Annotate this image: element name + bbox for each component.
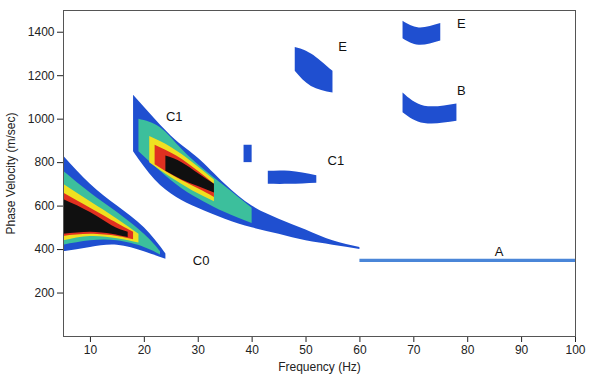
svg-text:E: E xyxy=(338,39,347,54)
svg-text:100: 100 xyxy=(565,343,585,357)
svg-text:10: 10 xyxy=(84,343,98,357)
svg-text:Phase Velocity (m/sec): Phase Velocity (m/sec) xyxy=(4,112,18,234)
svg-text:Frequency (Hz): Frequency (Hz) xyxy=(278,360,361,374)
svg-text:80: 80 xyxy=(461,343,475,357)
svg-text:40: 40 xyxy=(245,343,259,357)
svg-text:1400: 1400 xyxy=(28,25,55,39)
svg-text:200: 200 xyxy=(34,286,54,300)
svg-text:600: 600 xyxy=(34,199,54,213)
svg-text:C1: C1 xyxy=(328,153,345,168)
svg-text:20: 20 xyxy=(138,343,152,357)
svg-text:90: 90 xyxy=(515,343,529,357)
svg-text:1000: 1000 xyxy=(28,112,55,126)
svg-text:70: 70 xyxy=(407,343,421,357)
svg-text:A: A xyxy=(495,244,504,259)
svg-text:C0: C0 xyxy=(193,253,210,268)
svg-text:1200: 1200 xyxy=(28,69,55,83)
svg-text:800: 800 xyxy=(34,155,54,169)
svg-text:60: 60 xyxy=(353,343,367,357)
svg-text:50: 50 xyxy=(299,343,313,357)
svg-text:E: E xyxy=(457,16,466,31)
svg-text:B: B xyxy=(457,83,466,98)
svg-text:400: 400 xyxy=(34,242,54,256)
svg-text:30: 30 xyxy=(192,343,206,357)
svg-text:C1: C1 xyxy=(166,109,183,124)
